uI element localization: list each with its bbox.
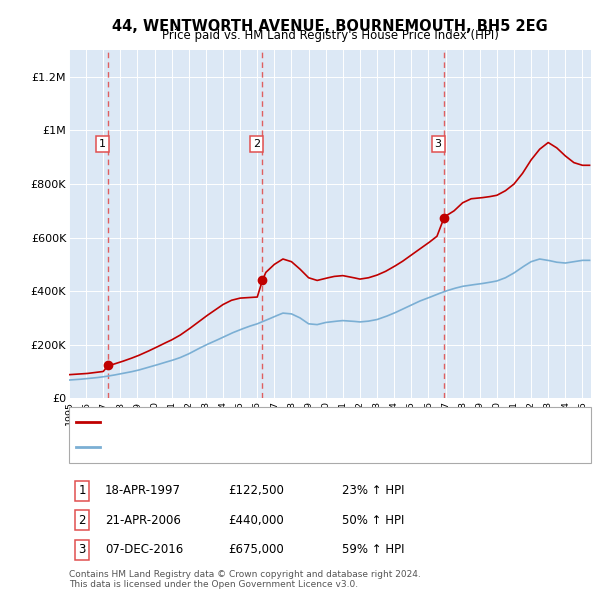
Text: HPI: Average price, detached house, Bournemouth Christchurch and Poole: HPI: Average price, detached house, Bour…	[104, 442, 467, 453]
Text: Price paid vs. HM Land Registry's House Price Index (HPI): Price paid vs. HM Land Registry's House …	[161, 30, 499, 42]
Text: 23% ↑ HPI: 23% ↑ HPI	[342, 484, 404, 497]
Text: £440,000: £440,000	[228, 514, 284, 527]
Text: 50% ↑ HPI: 50% ↑ HPI	[342, 514, 404, 527]
Text: 3: 3	[434, 139, 442, 149]
Text: 3: 3	[79, 543, 86, 556]
Text: Contains HM Land Registry data © Crown copyright and database right 2024.: Contains HM Land Registry data © Crown c…	[69, 570, 421, 579]
Text: 18-APR-1997: 18-APR-1997	[105, 484, 181, 497]
Text: £122,500: £122,500	[228, 484, 284, 497]
Text: 59% ↑ HPI: 59% ↑ HPI	[342, 543, 404, 556]
Text: 2: 2	[79, 514, 86, 527]
Text: 21-APR-2006: 21-APR-2006	[105, 514, 181, 527]
Text: 1: 1	[79, 484, 86, 497]
Text: 2: 2	[253, 139, 260, 149]
Text: This data is licensed under the Open Government Licence v3.0.: This data is licensed under the Open Gov…	[69, 579, 358, 589]
Text: 07-DEC-2016: 07-DEC-2016	[105, 543, 183, 556]
Text: 44, WENTWORTH AVENUE, BOURNEMOUTH, BH5 2EG: 44, WENTWORTH AVENUE, BOURNEMOUTH, BH5 2…	[112, 19, 548, 34]
Text: 1: 1	[99, 139, 106, 149]
Text: £675,000: £675,000	[228, 543, 284, 556]
Text: 44, WENTWORTH AVENUE, BOURNEMOUTH, BH5 2EG (detached house): 44, WENTWORTH AVENUE, BOURNEMOUTH, BH5 2…	[104, 417, 454, 427]
